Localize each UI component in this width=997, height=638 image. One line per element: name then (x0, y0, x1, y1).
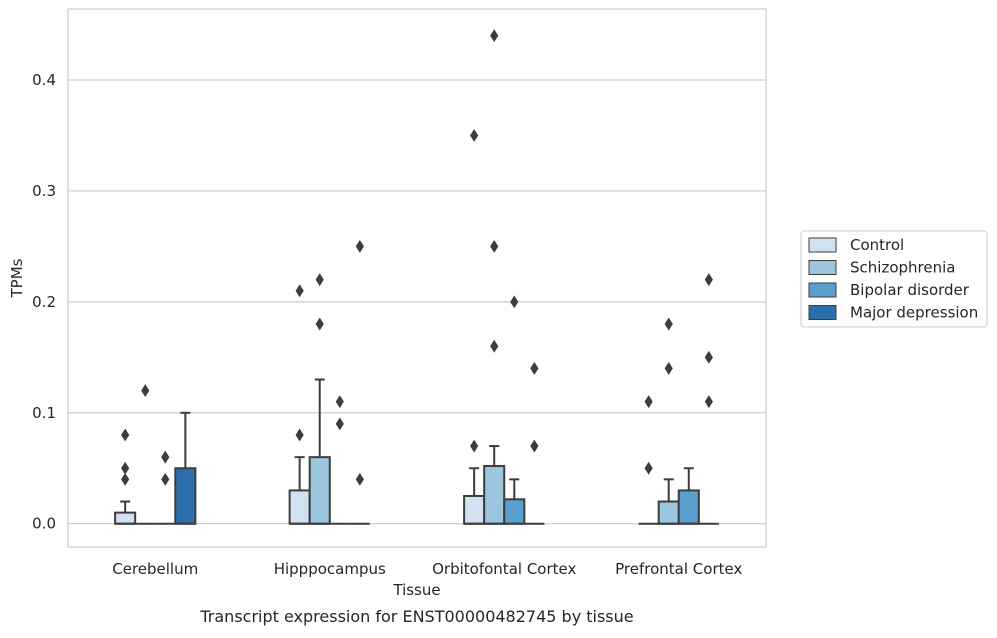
box-schizophrenia (308, 273, 331, 525)
boxes-layer (114, 29, 719, 525)
outlier-point (355, 472, 364, 486)
box (503, 498, 526, 525)
outlier-point (704, 350, 713, 364)
box (657, 500, 680, 525)
outlier-point (315, 273, 324, 287)
outlier-point (530, 439, 539, 453)
y-tick-label: 0.1 (32, 404, 56, 422)
x-axis-label: Tissue (392, 581, 440, 599)
outlier-point (490, 239, 499, 253)
y-axis-label: TPMs (8, 258, 26, 298)
outlier-point (141, 384, 150, 398)
legend-swatch (808, 282, 837, 298)
outlier-point (161, 472, 170, 486)
y-tick-label: 0.3 (32, 182, 56, 200)
y-tick-labels: 0.0 0.1 0.2 0.3 0.4 (32, 71, 56, 533)
box (463, 494, 486, 525)
legend-label: Bipolar disorder (850, 281, 970, 299)
box-major-depression (524, 361, 545, 525)
box-control (288, 284, 311, 525)
box-bipolar-disorder (677, 467, 700, 525)
outlier-point (510, 295, 519, 309)
box-schizophrenia (483, 29, 506, 525)
box-major-depression (698, 273, 719, 525)
box-major-depression (349, 239, 370, 525)
legend-label: Major depression (850, 304, 978, 322)
box (308, 456, 331, 525)
plot-frame (67, 8, 767, 548)
outlier-point (490, 29, 499, 43)
outlier-point (704, 395, 713, 409)
box-bipolar-disorder (155, 450, 176, 525)
legend-swatch (808, 260, 837, 275)
outlier-point (664, 317, 673, 331)
legend: Control Schizophrenia Bipolar disorder Majo… (800, 230, 988, 328)
x-tick-label: Hipppocampus (274, 560, 386, 578)
legend-label: Schizophrenia (850, 259, 955, 277)
x-tick-label: Cerebellum (112, 560, 198, 578)
box-major-depression (174, 411, 197, 525)
outlier-point (161, 450, 170, 464)
box (288, 489, 311, 525)
outlier-point (315, 317, 324, 331)
box (677, 489, 700, 525)
y-tick-label: 0.4 (32, 71, 56, 89)
legend-swatch (808, 237, 837, 253)
outlier-point (121, 472, 130, 486)
outlier-point (295, 284, 304, 298)
y-tick-label: 0.0 (32, 515, 56, 533)
legend-swatch (808, 305, 837, 320)
box-schizophrenia (657, 317, 680, 525)
box-bipolar-disorder (329, 395, 350, 525)
outlier-point (470, 439, 479, 453)
chart-caption: Transcript expression for ENST0000048274… (199, 607, 633, 626)
outlier-point (644, 395, 653, 409)
outlier-point (644, 461, 653, 475)
x-tick-label: Orbitofontal Cortex (432, 560, 576, 578)
box-control (114, 428, 137, 525)
outlier-point (121, 461, 130, 475)
legend-frame (800, 230, 988, 328)
outlier-point (121, 428, 130, 442)
outlier-point (335, 417, 344, 431)
box-control (463, 129, 486, 525)
box-control (638, 395, 659, 525)
x-tick-label: Prefrontal Cortex (615, 560, 742, 578)
y-tick-label: 0.2 (32, 293, 56, 311)
x-tick-labels: Cerebellum Hipppocampus Orbitofontal Corte… (112, 560, 742, 578)
outlier-point (355, 239, 364, 253)
box (483, 465, 506, 525)
legend-label: Control (850, 236, 904, 254)
outlier-point (530, 361, 539, 375)
outlier-point (470, 129, 479, 142)
box-schizophrenia (135, 384, 156, 525)
outlier-point (704, 273, 713, 287)
outlier-point (335, 395, 344, 409)
outlier-point (490, 339, 499, 353)
box-bipolar-disorder (503, 295, 526, 525)
box (174, 467, 197, 525)
plot-area (68, 9, 766, 547)
outlier-point (664, 361, 673, 375)
box (114, 511, 137, 525)
outlier-point (295, 428, 304, 442)
